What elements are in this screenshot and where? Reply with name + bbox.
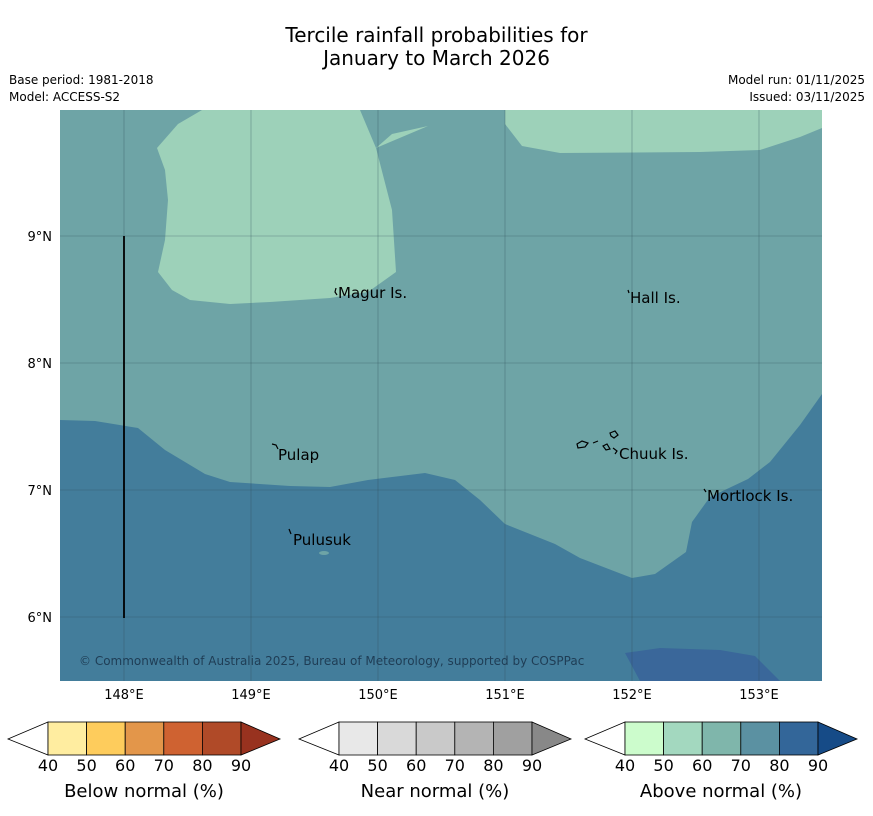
colorbar-near-bin-60 (415, 721, 456, 756)
colorbar-above-tick: 50 (653, 756, 674, 775)
region-above-70 (60, 394, 822, 681)
model-name: Model: ACCESS-S2 (9, 90, 121, 104)
place-pulusuk: Pulusuk (293, 531, 351, 549)
colorbar-below-bin-80 (201, 721, 242, 756)
lon-label-153: 153°E (739, 688, 779, 703)
place-mortlock: Mortlock Is. (707, 487, 793, 505)
region-above-50-west (157, 110, 396, 304)
colorbar-near-bin-50 (377, 721, 417, 756)
colorbar-near-label: Near normal (%) (360, 781, 510, 802)
colorbar-below (6, 721, 282, 756)
place-magur: Magur Is. (338, 284, 407, 302)
island-chuuk-mid (592, 440, 599, 444)
colorbar-below-max-arrow (240, 721, 282, 756)
island-pulusuk (288, 528, 292, 535)
colorbar-above-tick: 60 (692, 756, 713, 775)
lon-label-150: 150°E (358, 688, 398, 703)
colorbar-below-tick: 90 (230, 756, 252, 775)
colorbar-near-tick: 50 (367, 756, 388, 775)
map-title-line1: Tercile rainfall probabilities for (285, 23, 588, 47)
lat-label-9n: 9°N (28, 230, 53, 245)
lat-label-7n: 7°N (28, 484, 53, 499)
island-chuuk-center (602, 443, 611, 451)
colorbar-below-tick: 80 (192, 756, 213, 775)
colorbar-near-bin-70 (454, 721, 494, 756)
colorbar-near-tick: 80 (483, 756, 504, 775)
lat-label-8n: 8°N (28, 357, 53, 372)
colorbar-near-tick: 40 (328, 756, 350, 775)
colorbar-below-bin-40 (47, 721, 87, 756)
lon-label-148: 148°E (104, 688, 144, 703)
colorbar-near-bin-40 (338, 721, 378, 756)
model-run: Model run: 01/11/2025 (727, 73, 865, 87)
island-patch (319, 551, 329, 555)
region-above-80 (625, 648, 780, 681)
colorbar-near-tick: 60 (406, 756, 427, 775)
rainfall-map: Magur Is. Hall Is. Pulap Chuuk Is. Mortl… (28, 110, 822, 703)
lon-label-149: 149°E (231, 688, 271, 703)
colorbar-near-max-arrow (531, 721, 573, 756)
island-magur (334, 287, 338, 296)
island-pulap (271, 443, 279, 450)
place-hall: Hall Is. (630, 289, 681, 307)
colorbar-above-min-arrow (583, 721, 626, 756)
place-chuuk: Chuuk Is. (619, 445, 688, 463)
colorbar-above-label: Above normal (%) (639, 781, 803, 802)
colorbar-near-tick: 70 (444, 756, 465, 775)
island-hall (627, 289, 630, 294)
colorbar-near-tick: 90 (521, 756, 543, 775)
colorbar-above-tick: 90 (807, 756, 829, 775)
colorbar-above-bin-80 (779, 721, 819, 756)
lon-label-152: 152°E (612, 688, 652, 703)
base-period: Base period: 1981-2018 (9, 73, 154, 87)
lon-label-151: 151°E (485, 688, 525, 703)
colorbar-above (583, 721, 859, 756)
map-title-line2: January to March 2026 (323, 46, 550, 70)
colorbar-below-tick: 50 (76, 756, 97, 775)
colorbar-above-tick: 40 (614, 756, 636, 775)
lat-label-6n: 6°N (28, 611, 53, 626)
colorbar-below-tick: 40 (37, 756, 59, 775)
colorbar-below-bin-60 (124, 721, 165, 756)
region-above-50-east (376, 110, 822, 153)
colorbar-near (297, 721, 573, 756)
colorbar-above-tick: 70 (730, 756, 751, 775)
place-pulap: Pulap (278, 446, 319, 464)
colorbar-above-bin-50 (663, 721, 703, 756)
island-chuuk-north (609, 430, 619, 439)
colorbar-above-bin-40 (624, 721, 664, 756)
copyright-note: © Commonwealth of Australia 2025, Bureau… (79, 654, 584, 668)
island-chuuk-west (576, 440, 589, 449)
colorbar-below-tick: 60 (115, 756, 136, 775)
colorbar-above-bin-70 (740, 721, 780, 756)
colorbar-near-bin-80 (492, 721, 533, 756)
island-chuuk-east (612, 447, 618, 455)
island-mortlock (703, 488, 707, 493)
issued-date: Issued: 03/11/2025 (749, 90, 865, 104)
colorbar-below-min-arrow (6, 721, 49, 756)
colorbar-below-bin-70 (163, 721, 203, 756)
colorbar-below-label: Below normal (%) (64, 781, 224, 802)
colorbar-below-bin-50 (86, 721, 126, 756)
colorbar-above-max-arrow (817, 721, 859, 756)
colorbar-above-tick: 80 (769, 756, 790, 775)
colorbar-near-min-arrow (297, 721, 340, 756)
colorbar-above-bin-60 (701, 721, 742, 756)
colorbar-below-tick: 70 (153, 756, 174, 775)
island-outlines (271, 287, 707, 535)
